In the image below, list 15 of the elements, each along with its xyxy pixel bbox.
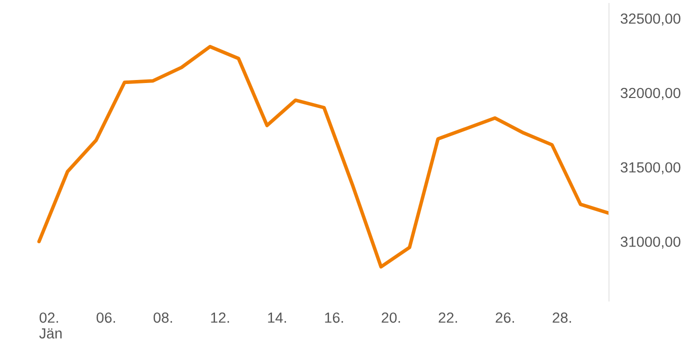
x-tick-label: 12. [211, 312, 229, 323]
x-tick-label: 08. [154, 312, 172, 323]
y-tick-label: 32000,00 [620, 88, 680, 100]
x-tick-label: 20. [382, 312, 400, 323]
x-tick-label: 22. [438, 312, 457, 323]
x-tick-label: 16. [325, 312, 343, 323]
line-series [37, 44, 609, 269]
y-tick-label: 31000,00 [620, 236, 680, 249]
x-tick-label: 28. [552, 312, 571, 323]
x-tick-label: 26. [496, 312, 514, 323]
y-tick-label: 32500,00 [620, 13, 680, 26]
x-tick-label: 02. Jän [39, 312, 62, 339]
x-tick-label: 14. [268, 312, 286, 323]
y-tick-label: 31500,00 [620, 162, 680, 174]
x-tick-label: 06. [96, 312, 115, 323]
